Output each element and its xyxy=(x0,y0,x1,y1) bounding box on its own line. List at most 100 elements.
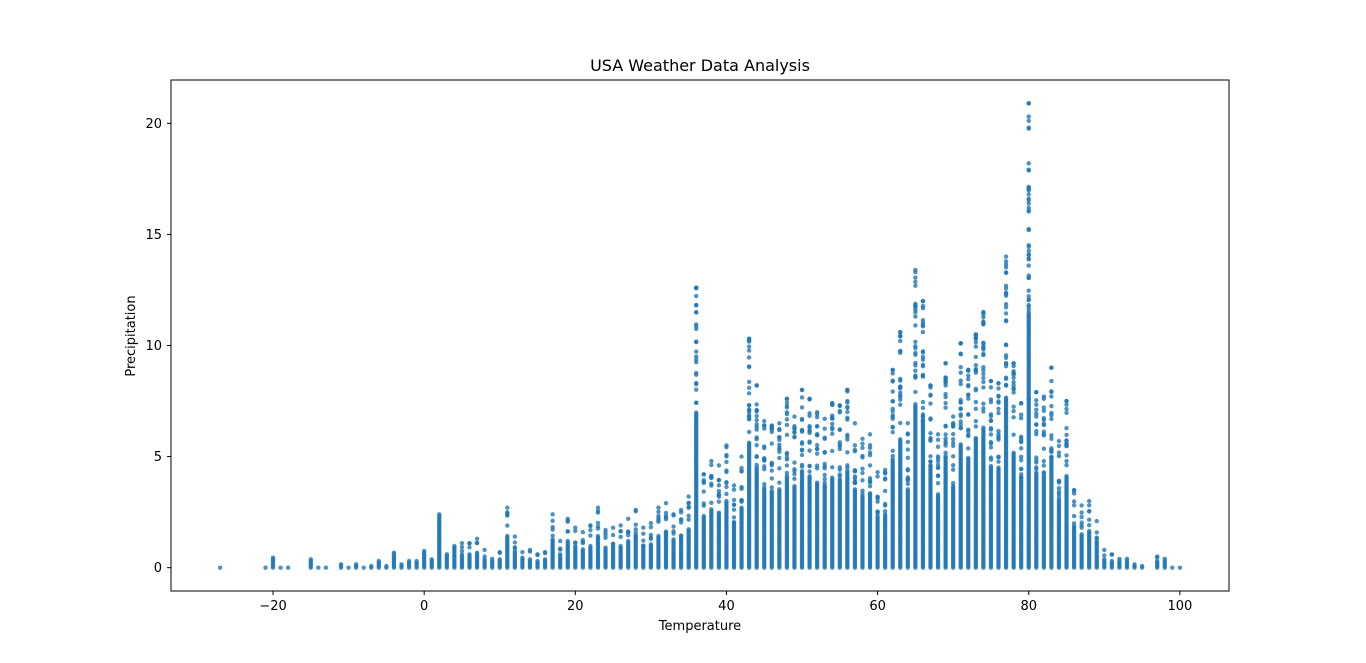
data-point xyxy=(1034,402,1039,407)
data-point xyxy=(580,547,586,552)
data-point xyxy=(1041,422,1047,428)
data-point xyxy=(852,421,858,426)
data-point xyxy=(988,455,994,460)
data-point xyxy=(950,467,956,472)
data-point xyxy=(807,469,812,474)
data-point xyxy=(550,527,555,532)
data-point xyxy=(905,487,911,492)
data-point xyxy=(573,528,578,534)
data-point xyxy=(913,304,918,309)
data-point xyxy=(814,442,820,448)
data-point xyxy=(898,333,903,339)
data-point xyxy=(762,458,767,463)
data-point xyxy=(1003,364,1009,369)
data-point xyxy=(505,533,510,539)
data-point xyxy=(792,471,797,477)
data-point xyxy=(1056,478,1062,484)
data-point xyxy=(663,510,669,516)
data-point xyxy=(1155,554,1160,559)
data-point xyxy=(845,468,850,474)
data-point xyxy=(905,439,911,445)
data-point xyxy=(694,322,699,327)
data-point xyxy=(746,429,752,435)
data-point xyxy=(746,391,752,396)
outlier-point xyxy=(1026,101,1031,106)
data-point xyxy=(573,543,578,549)
data-point xyxy=(588,543,593,549)
data-point xyxy=(966,393,971,398)
data-point xyxy=(814,409,820,415)
data-point xyxy=(822,466,827,471)
data-point xyxy=(663,515,669,520)
data-point xyxy=(913,314,918,319)
data-point xyxy=(845,409,850,415)
data-point xyxy=(1049,416,1054,422)
data-point xyxy=(278,565,283,570)
outlier-point xyxy=(830,401,835,406)
data-point xyxy=(618,523,623,528)
data-point xyxy=(346,565,351,570)
data-point xyxy=(898,420,903,426)
data-point xyxy=(762,426,767,431)
data-point xyxy=(731,502,737,507)
data-point xyxy=(1026,208,1031,213)
data-point xyxy=(724,459,729,465)
data-point xyxy=(739,498,744,503)
data-point xyxy=(943,424,948,429)
outlier-point xyxy=(799,387,805,393)
data-point xyxy=(580,537,586,543)
data-point xyxy=(830,425,835,430)
data-point xyxy=(973,386,979,392)
outlier-point xyxy=(1026,396,1031,402)
outlier-point xyxy=(898,329,903,335)
outlier-point xyxy=(784,396,790,402)
data-point xyxy=(890,414,895,419)
data-point xyxy=(762,482,767,487)
data-point xyxy=(1003,318,1009,324)
data-point xyxy=(709,507,714,512)
data-point xyxy=(860,441,865,446)
data-point xyxy=(474,536,480,541)
data-point xyxy=(890,448,895,453)
data-point xyxy=(1041,431,1047,437)
data-point xyxy=(731,515,737,520)
data-point xyxy=(437,512,442,517)
data-point xyxy=(1094,530,1099,535)
data-point xyxy=(762,467,767,472)
data-point xyxy=(1064,462,1069,468)
data-point xyxy=(1086,522,1092,528)
data-point xyxy=(694,303,699,308)
outlier-point xyxy=(746,403,752,408)
data-point xyxy=(981,379,986,385)
data-point xyxy=(467,552,472,557)
outlier-point xyxy=(746,336,752,342)
data-point xyxy=(762,423,767,428)
data-point xyxy=(1049,449,1054,454)
data-point xyxy=(837,465,843,470)
data-point xyxy=(837,427,843,432)
data-point xyxy=(739,454,744,459)
data-point xyxy=(958,381,963,387)
data-point xyxy=(678,517,684,522)
data-point xyxy=(852,443,858,448)
data-point xyxy=(837,472,843,477)
data-point xyxy=(943,400,948,406)
data-point xyxy=(452,543,457,549)
data-point xyxy=(1049,389,1054,394)
data-point xyxy=(867,475,873,481)
data-point xyxy=(678,533,684,538)
data-point xyxy=(807,473,812,479)
data-point xyxy=(1041,416,1047,421)
data-point xyxy=(769,476,774,481)
data-point xyxy=(988,432,994,437)
data-point xyxy=(610,525,616,530)
outlier-point xyxy=(943,405,948,410)
data-point xyxy=(860,493,865,499)
data-point xyxy=(882,488,888,494)
data-point xyxy=(935,481,941,486)
data-point xyxy=(777,449,782,455)
data-point xyxy=(958,364,963,370)
data-point xyxy=(1071,521,1077,526)
data-point xyxy=(928,401,933,406)
